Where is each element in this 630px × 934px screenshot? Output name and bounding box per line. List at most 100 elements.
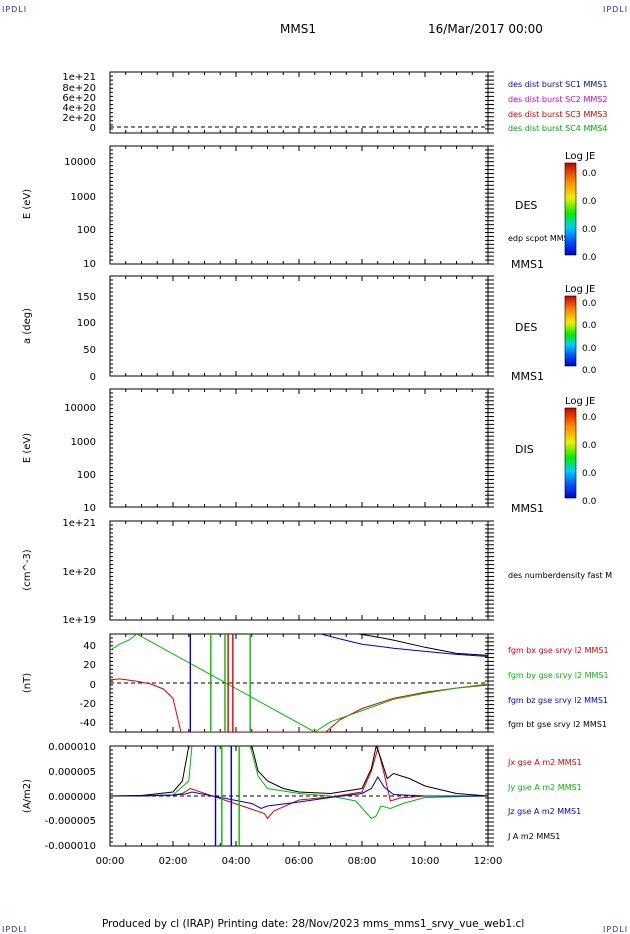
- y-tick-label: 40: [83, 641, 96, 652]
- panel-frame: [109, 388, 489, 508]
- sc-label: MMS1: [511, 258, 544, 271]
- y-tick-label: 1e+21: [62, 72, 96, 83]
- colorbar-tick: 0.0: [582, 321, 597, 331]
- colorbar-tick: 0.0: [582, 169, 597, 179]
- des-label: DES: [515, 199, 537, 212]
- zero-lines: [110, 126, 488, 797]
- fgm-series-line: [110, 678, 488, 732]
- y-tick-label: 0: [90, 680, 96, 691]
- side-labels: DES edp scpot MMS1 MMS1 DES MMS1 DIS MMS…: [508, 199, 612, 580]
- y-tick-label: 1e+19: [62, 615, 96, 626]
- density-label: des numberdensity fast M: [508, 571, 612, 580]
- y-tick-label: 0.000010: [48, 742, 96, 753]
- current-series: [110, 746, 488, 846]
- y-tick-label: 10000: [64, 403, 96, 414]
- legend-entry: Jx gse A m2 MMS1: [507, 758, 582, 767]
- y-tick-label: 0.000005: [48, 767, 96, 778]
- colorbar-tick: 0.0: [582, 225, 597, 235]
- panel-frame: [109, 145, 489, 265]
- y-tick-label: 1000: [71, 437, 96, 448]
- x-tick-label: 08:00: [348, 856, 377, 867]
- y-tick-label: 50: [83, 345, 96, 356]
- y-tick-label: -40: [80, 718, 96, 729]
- y-axis-label-density: (cm^-3): [22, 549, 33, 590]
- legend-entry: des dist burst SC3 MMS3: [508, 110, 607, 119]
- colorbar-tick: 0.0: [582, 497, 597, 507]
- legend-entry: fgm bt gse srvy l2 MMS1: [508, 720, 607, 729]
- y-tick-label: 100: [77, 470, 96, 481]
- current-series-line: [110, 776, 488, 810]
- y-tick-label: 1e+21: [62, 518, 96, 529]
- y-tick-label: 6e+20: [62, 93, 96, 104]
- y-axis-label-fgm: (nT): [22, 673, 33, 693]
- sc-label: MMS1: [511, 370, 544, 383]
- footer-credit: Produced by cl (IRAP) Printing date: 28/…: [102, 918, 525, 930]
- x-tick-labels: 00:00 02:00 04:00 06:00 08:00 10:00 12:0…: [96, 856, 503, 867]
- panel-frame: [109, 520, 489, 621]
- y-tick-label: 10000: [64, 157, 96, 168]
- x-tick-label: 00:00: [96, 856, 125, 867]
- logo-mark-top-right: IPDLI: [603, 5, 629, 14]
- y-tick-label: -0.000010: [45, 841, 96, 852]
- y-tick-label: 1e+20: [62, 567, 96, 578]
- colorbar-title: Log JE: [565, 284, 595, 295]
- fgm-series-line: [110, 634, 488, 732]
- legend-entry: fgm bx gse srvy l2 MMS1: [508, 646, 609, 655]
- y-tick-label: 10: [83, 259, 96, 270]
- x-tick-label: 12:00: [474, 856, 503, 867]
- colorbar-des-energy: Log JE 0.0 0.0 0.0 0.0: [564, 151, 597, 263]
- legend-entry: J A m2 MMS1: [507, 832, 560, 841]
- y-tick-label: 100: [77, 225, 96, 236]
- y-axis-label-des-energy: E (eV): [22, 189, 33, 219]
- colorbar-tick: 0.0: [582, 413, 597, 423]
- axis-ticks: [109, 71, 494, 847]
- y-tick-label: 20: [83, 660, 96, 671]
- panel-frame: [109, 275, 489, 377]
- legend-entry: des dist burst SC1 MMS1: [508, 80, 607, 89]
- sc-label: MMS1: [511, 502, 544, 515]
- current-series-line: [110, 746, 488, 797]
- legend-entry: fgm by gse srvy l2 MMS1: [508, 671, 609, 680]
- y-tick-label: 10: [83, 503, 96, 514]
- colorbar-gradient: [564, 407, 577, 499]
- current-series-line: [110, 746, 488, 820]
- x-tick-label: 10:00: [411, 856, 440, 867]
- y-tick-label: -0.000005: [45, 816, 96, 827]
- legend-entry: des dist burst SC4 MMS4: [508, 124, 607, 133]
- date-title: 16/Mar/2017 00:00: [428, 22, 543, 36]
- legend-fgm: fgm bx gse srvy l2 MMS1 fgm by gse srvy …: [508, 646, 609, 729]
- y-tick-labels: 1e+21 8e+20 6e+20 4e+20 2e+20 0 10000 10…: [45, 72, 96, 852]
- colorbar-tick: 0.0: [582, 197, 597, 207]
- colorbar-tick: 0.0: [582, 299, 597, 309]
- y-axis-labels: E (eV) a (deg) E (eV) (cm^-3) (nT) (A/m2…: [22, 189, 33, 813]
- y-axis-label-current: (A/m2): [22, 779, 33, 813]
- spacecraft-title: MMS1: [280, 22, 316, 36]
- colorbar-gradient: [564, 162, 577, 256]
- logo-mark-bottom-right: IPDLI: [603, 925, 629, 934]
- colorbar-gradient: [564, 295, 577, 367]
- colorbar-tick: 0.0: [582, 441, 597, 451]
- scpot-label: edp scpot MMS1: [508, 234, 574, 243]
- colorbar-tick: 0.0: [582, 469, 597, 479]
- legend-entry: des dist burst SC2 MMS2: [508, 95, 607, 104]
- legend-burst: des dist burst SC1 MMS1 des dist burst S…: [508, 80, 607, 133]
- fgm-series-line: [320, 634, 488, 657]
- y-tick-label: 0: [90, 372, 96, 383]
- colorbar-title: Log JE: [565, 151, 595, 162]
- legend-entry: Jz gse A m2 MMS1: [507, 807, 581, 816]
- x-tick-label: 06:00: [285, 856, 314, 867]
- colorbar-title: Log JE: [565, 396, 595, 407]
- fgm-series-line: [358, 634, 488, 656]
- y-tick-label: 1000: [71, 192, 96, 203]
- fgm-series: [110, 634, 488, 732]
- x-tick-label: 02:00: [159, 856, 188, 867]
- colorbar-tick: 0.0: [582, 344, 597, 354]
- colorbar-tick: 0.0: [582, 253, 597, 263]
- panel-frame: [109, 71, 489, 134]
- y-axis-label-dis-energy: E (eV): [22, 433, 33, 463]
- legend-entry: fgm bz gse srvy l2 MMS1: [508, 696, 608, 705]
- y-axis-label-des-pitch: a (deg): [22, 308, 33, 344]
- legend-current: Jx gse A m2 MMS1 Jy gse A m2 MMS1 Jz gse…: [507, 758, 582, 841]
- y-tick-label: 0: [90, 123, 96, 134]
